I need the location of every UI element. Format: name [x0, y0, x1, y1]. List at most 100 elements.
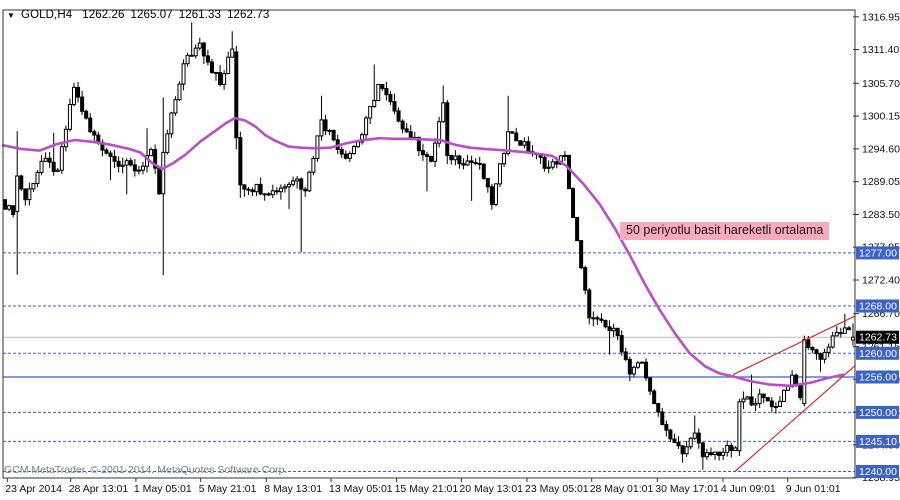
- candle-body: [258, 183, 263, 195]
- candle-body: [603, 319, 608, 328]
- candle-body: [591, 317, 596, 320]
- time-tick-label: 28 May 01:01: [590, 483, 654, 495]
- candle-body: [433, 142, 438, 162]
- candle-body: [777, 400, 782, 407]
- candle-body: [850, 336, 855, 341]
- price-axis[interactable]: 1316.95 1311.40 1305.70 1300.15 1294.60 1289.…: [853, 11, 900, 484]
- candle-body: [311, 158, 316, 173]
- candle-body: [161, 151, 166, 195]
- time-axis[interactable]: 23 Apr 2014 28 Apr 13:01 1 May 05:01 5 May …: [5, 478, 841, 495]
- candle-body: [761, 393, 766, 399]
- candle-body: [76, 86, 81, 98]
- candle-body: [35, 171, 40, 184]
- sma-50-line[interactable]: [1, 116, 845, 388]
- trendlines[interactable]: [732, 315, 856, 472]
- horizontal-level-lines[interactable]: [3, 252, 855, 472]
- candle-body: [518, 140, 523, 146]
- price-tick-label: 1289.05: [862, 176, 900, 188]
- candle-body: [481, 163, 486, 179]
- candle-body: [84, 110, 89, 119]
- candle-body: [238, 137, 243, 186]
- candle-body: [729, 445, 734, 451]
- candle-body: [153, 149, 158, 169]
- candle-body: [737, 401, 742, 452]
- candle-body: [526, 141, 531, 153]
- candle-body: [120, 164, 125, 167]
- candle-body: [514, 132, 519, 142]
- candle-body: [668, 429, 673, 440]
- candle-body: [364, 117, 369, 136]
- candle-body: [725, 445, 730, 453]
- candle-body: [684, 446, 689, 455]
- ma-annotation-label[interactable]: 50 periyotlu basit hareketli ortalama: [620, 222, 830, 240]
- candle-body: [838, 332, 843, 335]
- candle-body: [680, 445, 685, 455]
- candle-body: [749, 396, 754, 406]
- candle-body: [664, 424, 669, 431]
- candle-body: [177, 83, 182, 101]
- time-tick-label: 9 Jun 01:01: [786, 483, 841, 495]
- symbol-dropdown-icon[interactable]: ▼: [7, 11, 16, 20]
- candle-body: [635, 362, 640, 368]
- candle-body: [652, 390, 657, 405]
- candle-body: [607, 326, 612, 332]
- candle-body: [782, 389, 786, 402]
- candle-body: [457, 155, 462, 165]
- candle-body: [453, 155, 458, 161]
- candle-body: [644, 361, 649, 379]
- candle-body: [368, 106, 373, 119]
- candle-body: [400, 120, 405, 130]
- level-price-badge: [856, 405, 899, 419]
- candle-body: [619, 335, 624, 353]
- candle-body: [441, 102, 446, 123]
- symbol-period-label: GOLD,H4: [21, 9, 73, 21]
- candle-body: [92, 131, 97, 136]
- candle-body: [132, 164, 137, 172]
- candle-body: [806, 339, 811, 349]
- candlesticks: [3, 22, 855, 470]
- level-price-badge-label: 1277.00: [859, 247, 897, 259]
- candle-body: [416, 136, 421, 152]
- candle-body: [502, 153, 507, 165]
- candle-body: [47, 157, 52, 163]
- candle-body: [23, 188, 28, 201]
- candle-body: [741, 398, 746, 403]
- trendline-upper: [732, 315, 856, 376]
- candle-body: [546, 166, 551, 169]
- candle-body: [745, 396, 750, 400]
- candle-body: [818, 353, 823, 360]
- level-price-badge-label: 1240.00: [859, 466, 897, 478]
- candle-body: [343, 153, 348, 159]
- candle-body: [388, 94, 393, 103]
- candle-body: [498, 163, 502, 185]
- candle-body: [437, 121, 442, 144]
- level-price-badge-label: 1245.10: [859, 436, 897, 448]
- candle-body: [347, 153, 352, 159]
- candle-body: [773, 406, 778, 408]
- candle-body: [39, 160, 44, 174]
- level-price-badge-label: 1250.00: [859, 407, 897, 419]
- candle-body: [846, 327, 851, 331]
- price-tick-label: 1294.60: [862, 143, 900, 155]
- candle-body: [554, 161, 559, 165]
- candle-body: [798, 385, 803, 399]
- candle-body: [550, 161, 555, 168]
- candle-body: [522, 141, 527, 146]
- candle-body: [615, 327, 620, 337]
- level-price-badge: [856, 434, 899, 448]
- chart-border: [2, 9, 856, 479]
- candle-body: [323, 119, 328, 132]
- candle-body: [128, 160, 133, 166]
- candle-body: [360, 134, 365, 143]
- candle-body: [802, 339, 807, 405]
- time-tick-label: 8 May 13:01: [264, 483, 322, 495]
- candle-body: [404, 128, 409, 133]
- time-tick-label: 4 Jun 09:01: [721, 483, 776, 495]
- price-tick-label: 1311.40: [862, 44, 899, 56]
- candle-body: [189, 54, 194, 57]
- candle-body: [769, 400, 774, 408]
- candle-body: [270, 190, 275, 196]
- candle-body: [672, 438, 677, 443]
- time-tick-label: 28 Apr 13:01: [69, 483, 129, 495]
